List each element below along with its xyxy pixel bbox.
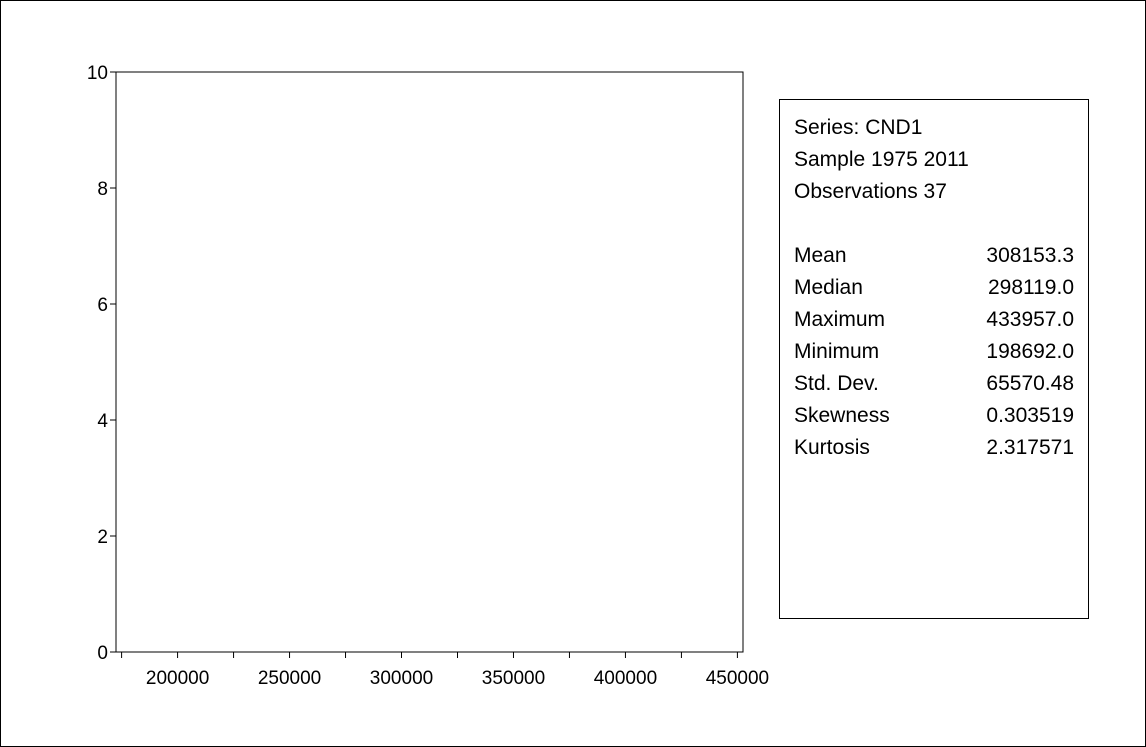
- stat-row: Minimum 198692.0: [794, 340, 1074, 364]
- y-tick-label: 8: [97, 179, 108, 200]
- y-axis: 0 2 4 6 8 10: [87, 63, 116, 664]
- sample-range: Sample 1975 2011: [794, 148, 969, 171]
- x-axis: 200000 250000 300000 350000 400000 450000: [121, 652, 769, 689]
- observation-count: Observations 37: [794, 180, 947, 203]
- stat-label: Mean: [794, 244, 847, 267]
- x-tick-label: 250000: [258, 668, 321, 689]
- stat-value: 65570.48: [986, 372, 1074, 395]
- stat-value: 308153.3: [986, 244, 1074, 267]
- stat-label: Minimum: [794, 340, 880, 363]
- stat-row: Median 298119.0: [794, 276, 1074, 300]
- stat-value: 0.303519: [986, 404, 1074, 427]
- x-tick-label: 400000: [594, 668, 657, 689]
- stat-row: Maximum 433957.0: [794, 308, 1074, 332]
- stat-value: 2.317571: [986, 436, 1074, 459]
- y-tick-label: 4: [97, 411, 108, 432]
- stat-row: Mean 308153.3: [794, 244, 1074, 268]
- x-tick-label: 300000: [370, 668, 433, 689]
- y-tick-label: 0: [97, 643, 108, 664]
- y-tick-label: 6: [97, 295, 108, 316]
- plot-area: [115, 71, 744, 653]
- stat-value: 198692.0: [986, 340, 1074, 363]
- stat-label: Kurtosis: [794, 436, 870, 459]
- y-tick-label: 2: [97, 527, 108, 548]
- stat-label: Median: [794, 276, 863, 299]
- x-tick-label: 450000: [706, 668, 769, 689]
- y-tick-label: 10: [87, 63, 108, 84]
- stat-row: Std. Dev. 65570.48: [794, 372, 1074, 396]
- stat-row: Skewness 0.303519: [794, 404, 1074, 428]
- stat-value: 298119.0: [987, 276, 1074, 299]
- stat-row: Kurtosis 2.317571: [794, 436, 1074, 460]
- series-name: Series: CND1: [794, 116, 923, 139]
- x-tick-label: 350000: [482, 668, 545, 689]
- stat-label: Std. Dev.: [794, 372, 879, 395]
- x-tick-label: 200000: [146, 668, 209, 689]
- stat-label: Maximum: [794, 308, 886, 331]
- stat-value: 433957.0: [986, 308, 1074, 331]
- descriptive-stats-panel: Series: CND1 Sample 1975 2011 Observatio…: [779, 99, 1089, 619]
- stat-label: Skewness: [794, 404, 890, 427]
